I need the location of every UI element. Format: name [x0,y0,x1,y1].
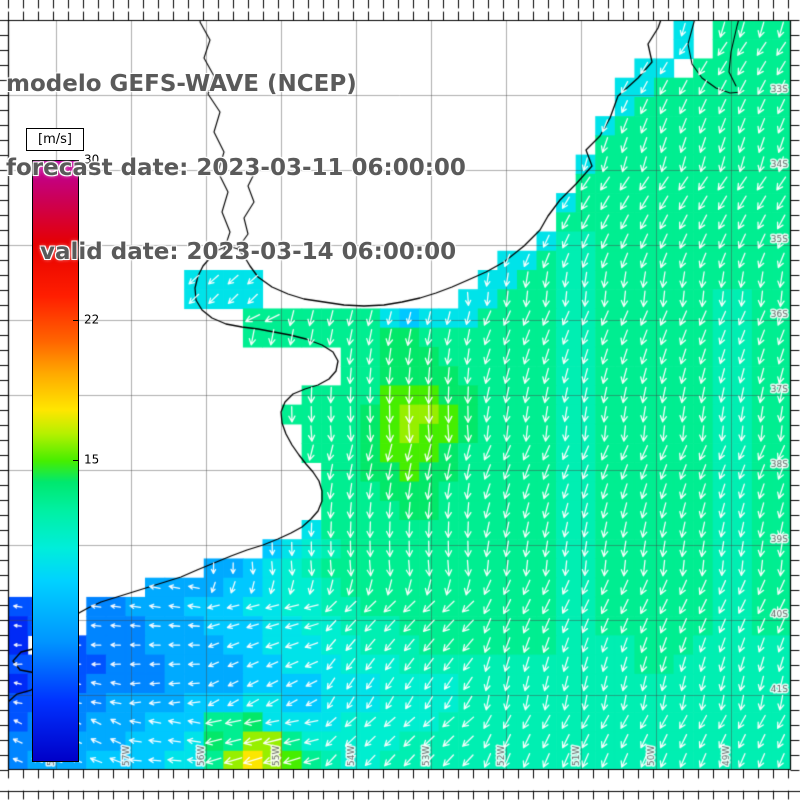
colorbar-gradient [32,160,79,762]
title-model: modelo GEFS-WAVE (NCEP) [6,71,357,97]
colorbar-tick-label: 22 [84,312,100,327]
map-title: modelo GEFS-WAVE (NCEP) forecast date: 2… [6,14,466,322]
colorbar-tick [73,159,79,161]
colorbar-tick [73,459,79,461]
colorbar-tick [73,319,79,321]
title-valid-date: valid date: 2023-03-14 06:00:00 [40,239,457,265]
colorbar-tick-label: 30 [84,152,100,167]
title-forecast-date: forecast date: 2023-03-11 06:00:00 [6,155,466,181]
colorbar-unit-label: [m/s] [26,128,84,151]
colorbar: [m/s] 30 22 15 [26,128,142,778]
colorbar-tick-label: 15 [84,452,100,467]
